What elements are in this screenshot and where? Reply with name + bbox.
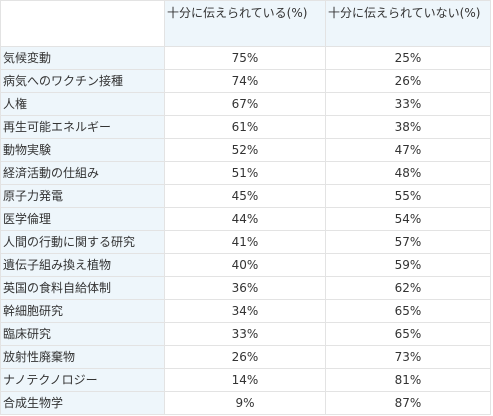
table-row: 合成生物学 9% 87%	[0, 391, 491, 415]
not-covered-cell: 38%	[325, 115, 491, 139]
covered-cell: 41%	[164, 230, 326, 254]
covered-cell: 67%	[164, 92, 326, 116]
topic-cell: 臨床研究	[0, 322, 165, 346]
table-row: 医学倫理 44% 54%	[0, 207, 491, 231]
not-covered-cell: 65%	[325, 322, 491, 346]
header-covered: 十分に伝えられている(%)	[164, 0, 326, 47]
not-covered-cell: 54%	[325, 207, 491, 231]
covered-cell: 45%	[164, 184, 326, 208]
covered-cell: 34%	[164, 299, 326, 323]
header-row: 十分に伝えられている(%) 十分に伝えられていない(%)	[0, 0, 491, 47]
not-covered-cell: 25%	[325, 46, 491, 70]
not-covered-cell: 26%	[325, 69, 491, 93]
table-row: 人権 67% 33%	[0, 92, 491, 116]
topic-cell: 人間の行動に関する研究	[0, 230, 165, 254]
covered-cell: 61%	[164, 115, 326, 139]
not-covered-cell: 73%	[325, 345, 491, 369]
table-row: 英国の食料自給体制 36% 62%	[0, 276, 491, 300]
topic-cell: 病気へのワクチン接種	[0, 69, 165, 93]
covered-cell: 75%	[164, 46, 326, 70]
covered-cell: 9%	[164, 391, 326, 415]
topic-cell: 再生可能エネルギー	[0, 115, 165, 139]
topic-cell: 原子力発電	[0, 184, 165, 208]
topic-cell: 合成生物学	[0, 391, 165, 415]
topic-cell: 動物実験	[0, 138, 165, 162]
covered-cell: 14%	[164, 368, 326, 392]
table-row: 遺伝子組み換え植物 40% 59%	[0, 253, 491, 277]
table-body: 気候変動 75% 25% 病気へのワクチン接種 74% 26% 人権 67% 33% 再生可能エネ…	[0, 46, 491, 415]
not-covered-cell: 47%	[325, 138, 491, 162]
topic-cell: 気候変動	[0, 46, 165, 70]
not-covered-cell: 62%	[325, 276, 491, 300]
not-covered-cell: 59%	[325, 253, 491, 277]
topic-cell: 放射性廃棄物	[0, 345, 165, 369]
table-row: 経済活動の仕組み 51% 48%	[0, 161, 491, 185]
topic-cell: ナノテクノロジー	[0, 368, 165, 392]
table-row: 病気へのワクチン接種 74% 26%	[0, 69, 491, 93]
table-row: 幹細胞研究 34% 65%	[0, 299, 491, 323]
covered-cell: 52%	[164, 138, 326, 162]
table-row: 臨床研究 33% 65%	[0, 322, 491, 346]
topic-cell: 遺伝子組み換え植物	[0, 253, 165, 277]
not-covered-cell: 33%	[325, 92, 491, 116]
not-covered-cell: 81%	[325, 368, 491, 392]
table-row: ナノテクノロジー 14% 81%	[0, 368, 491, 392]
not-covered-cell: 57%	[325, 230, 491, 254]
topic-cell: 人権	[0, 92, 165, 116]
table-row: 原子力発電 45% 55%	[0, 184, 491, 208]
covered-cell: 26%	[164, 345, 326, 369]
topic-cell: 医学倫理	[0, 207, 165, 231]
table-row: 気候変動 75% 25%	[0, 46, 491, 70]
table-row: 動物実験 52% 47%	[0, 138, 491, 162]
table-row: 再生可能エネルギー 61% 38%	[0, 115, 491, 139]
not-covered-cell: 65%	[325, 299, 491, 323]
not-covered-cell: 48%	[325, 161, 491, 185]
covered-cell: 44%	[164, 207, 326, 231]
table-row: 放射性廃棄物 26% 73%	[0, 345, 491, 369]
header-topic	[0, 0, 165, 47]
covered-cell: 51%	[164, 161, 326, 185]
covered-cell: 33%	[164, 322, 326, 346]
covered-cell: 40%	[164, 253, 326, 277]
topic-cell: 経済活動の仕組み	[0, 161, 165, 185]
not-covered-cell: 55%	[325, 184, 491, 208]
topic-cell: 英国の食料自給体制	[0, 276, 165, 300]
covered-cell: 74%	[164, 69, 326, 93]
header-not-covered: 十分に伝えられていない(%)	[325, 0, 491, 47]
topic-cell: 幹細胞研究	[0, 299, 165, 323]
not-covered-cell: 87%	[325, 391, 491, 415]
table-row: 人間の行動に関する研究 41% 57%	[0, 230, 491, 254]
covered-cell: 36%	[164, 276, 326, 300]
